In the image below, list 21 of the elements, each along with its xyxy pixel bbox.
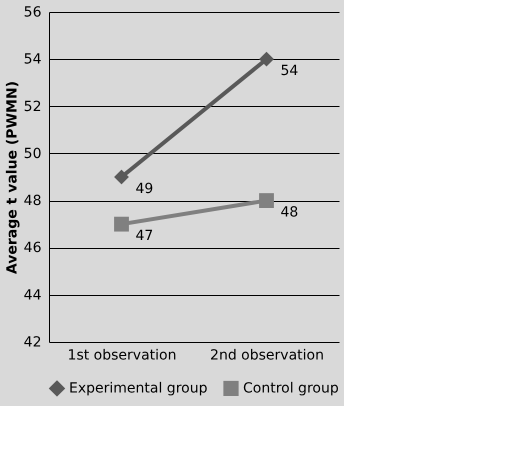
data-label: 47 bbox=[136, 228, 154, 244]
y-tick-label: 46 bbox=[24, 240, 42, 256]
point bbox=[114, 170, 129, 184]
y-tick-label: 48 bbox=[24, 193, 42, 210]
point bbox=[259, 193, 274, 208]
y-tick-label: 44 bbox=[24, 287, 42, 304]
data-label: 49 bbox=[136, 181, 154, 197]
x-tick-label: 2nd observation bbox=[210, 348, 324, 364]
y-tick-label: 52 bbox=[24, 98, 42, 115]
data-label: 54 bbox=[280, 63, 298, 80]
y-tick-label: 50 bbox=[24, 146, 42, 162]
data-label: 48 bbox=[280, 204, 298, 221]
point bbox=[259, 52, 274, 67]
legend-label: Control group bbox=[243, 380, 339, 396]
y-tick-label: 54 bbox=[24, 52, 42, 68]
y-axis-title: Average t value (PWMN) bbox=[4, 80, 21, 274]
point bbox=[114, 216, 129, 232]
y-tick-label: 56 bbox=[24, 4, 42, 20]
legend-label: Experimental group bbox=[69, 380, 208, 396]
y-tick-label: 42 bbox=[24, 334, 42, 350]
x-tick-label: 1st observation bbox=[68, 348, 176, 364]
